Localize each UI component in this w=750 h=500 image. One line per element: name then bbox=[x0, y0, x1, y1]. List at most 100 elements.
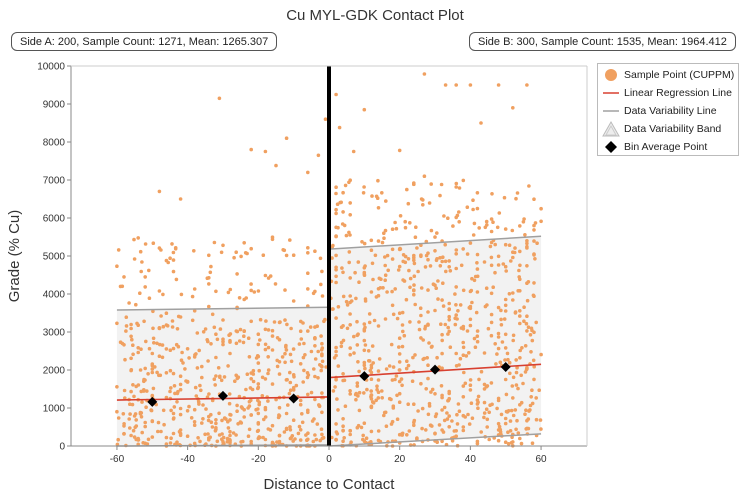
sample-point bbox=[131, 343, 135, 348]
sample-point bbox=[285, 322, 289, 327]
sample-point bbox=[503, 440, 508, 445]
sample-point bbox=[238, 327, 243, 332]
sample-point bbox=[516, 386, 520, 391]
sample-point bbox=[150, 351, 155, 356]
sample-point bbox=[510, 228, 515, 233]
sample-point bbox=[334, 185, 338, 189]
sample-point bbox=[401, 278, 405, 282]
sample-point bbox=[257, 435, 261, 439]
sample-point bbox=[201, 403, 205, 407]
sample-point bbox=[493, 270, 497, 275]
sample-point bbox=[509, 259, 513, 263]
sample-point bbox=[463, 381, 468, 386]
sample-point bbox=[430, 387, 435, 392]
sample-point bbox=[123, 357, 127, 362]
sample-point bbox=[242, 415, 246, 419]
sample-point bbox=[429, 390, 433, 394]
sample-point bbox=[440, 393, 444, 398]
sample-point bbox=[433, 308, 437, 313]
sample-point bbox=[171, 417, 176, 421]
sample-point bbox=[383, 255, 387, 259]
sample-point bbox=[209, 412, 213, 417]
sample-point bbox=[357, 369, 361, 374]
sample-point bbox=[363, 297, 368, 301]
sample-point bbox=[178, 374, 183, 379]
sample-point bbox=[115, 409, 119, 414]
sample-point bbox=[348, 346, 353, 350]
sample-point bbox=[248, 386, 253, 390]
sample-point bbox=[203, 327, 208, 331]
sample-point bbox=[446, 325, 451, 330]
sample-point bbox=[226, 364, 230, 368]
sample-point bbox=[348, 323, 353, 327]
sample-point bbox=[390, 247, 395, 252]
sample-point bbox=[396, 268, 401, 272]
sample-point bbox=[330, 307, 335, 311]
sample-point bbox=[131, 428, 136, 433]
sample-point bbox=[518, 309, 522, 313]
sample-point bbox=[408, 276, 413, 281]
sample-point bbox=[406, 363, 411, 368]
sample-point bbox=[150, 370, 155, 375]
sample-point bbox=[132, 257, 137, 261]
legend-item-regression: Linear Regression Line bbox=[602, 84, 732, 102]
sample-point bbox=[384, 367, 389, 371]
sample-point bbox=[277, 372, 282, 376]
sample-point bbox=[313, 344, 317, 348]
sample-point bbox=[298, 438, 303, 442]
sample-point bbox=[376, 396, 381, 400]
sample-point bbox=[138, 291, 142, 296]
sample-point bbox=[400, 344, 405, 349]
sample-point bbox=[233, 379, 237, 384]
sample-point bbox=[444, 269, 448, 274]
sample-point bbox=[514, 370, 519, 375]
sample-point bbox=[532, 239, 536, 243]
sample-point bbox=[531, 358, 536, 363]
sample-point bbox=[147, 296, 152, 301]
sample-point bbox=[526, 280, 531, 284]
sample-point bbox=[472, 221, 477, 226]
sample-point bbox=[397, 368, 402, 372]
sample-point bbox=[341, 429, 345, 433]
sample-point bbox=[317, 404, 322, 409]
sample-point bbox=[280, 355, 285, 359]
sample-point bbox=[192, 309, 197, 313]
sample-point bbox=[368, 368, 373, 373]
sample-point bbox=[331, 243, 335, 248]
sample-point bbox=[524, 408, 528, 413]
sample-point bbox=[479, 121, 483, 125]
sample-point bbox=[421, 203, 425, 207]
sample-point bbox=[221, 342, 225, 347]
sample-point bbox=[209, 264, 213, 269]
sample-point bbox=[115, 264, 119, 269]
sample-point bbox=[128, 402, 132, 407]
sample-point bbox=[313, 289, 317, 294]
sample-point bbox=[532, 330, 536, 335]
sample-point bbox=[134, 384, 138, 389]
sample-point bbox=[171, 371, 176, 376]
sample-point bbox=[362, 241, 367, 246]
sample-point bbox=[298, 329, 303, 334]
sample-point bbox=[514, 358, 518, 362]
sample-point bbox=[144, 339, 148, 344]
sample-point bbox=[394, 226, 399, 231]
sample-point bbox=[454, 364, 459, 368]
sample-point bbox=[246, 406, 250, 410]
x-tick-label: -60 bbox=[110, 454, 125, 465]
sample-point bbox=[515, 191, 520, 195]
sample-point bbox=[150, 362, 155, 366]
sample-point bbox=[454, 215, 459, 220]
sample-point bbox=[471, 207, 475, 212]
sample-point bbox=[249, 319, 253, 324]
sample-point bbox=[249, 282, 253, 286]
sample-point bbox=[345, 326, 350, 331]
sample-point bbox=[190, 318, 195, 323]
sample-point bbox=[440, 338, 445, 343]
sample-point bbox=[496, 346, 501, 351]
sample-point bbox=[508, 429, 513, 433]
sample-point bbox=[226, 419, 230, 424]
sample-point bbox=[511, 338, 515, 343]
sample-point bbox=[347, 180, 351, 185]
sample-point bbox=[237, 394, 242, 399]
sample-point bbox=[369, 429, 374, 434]
